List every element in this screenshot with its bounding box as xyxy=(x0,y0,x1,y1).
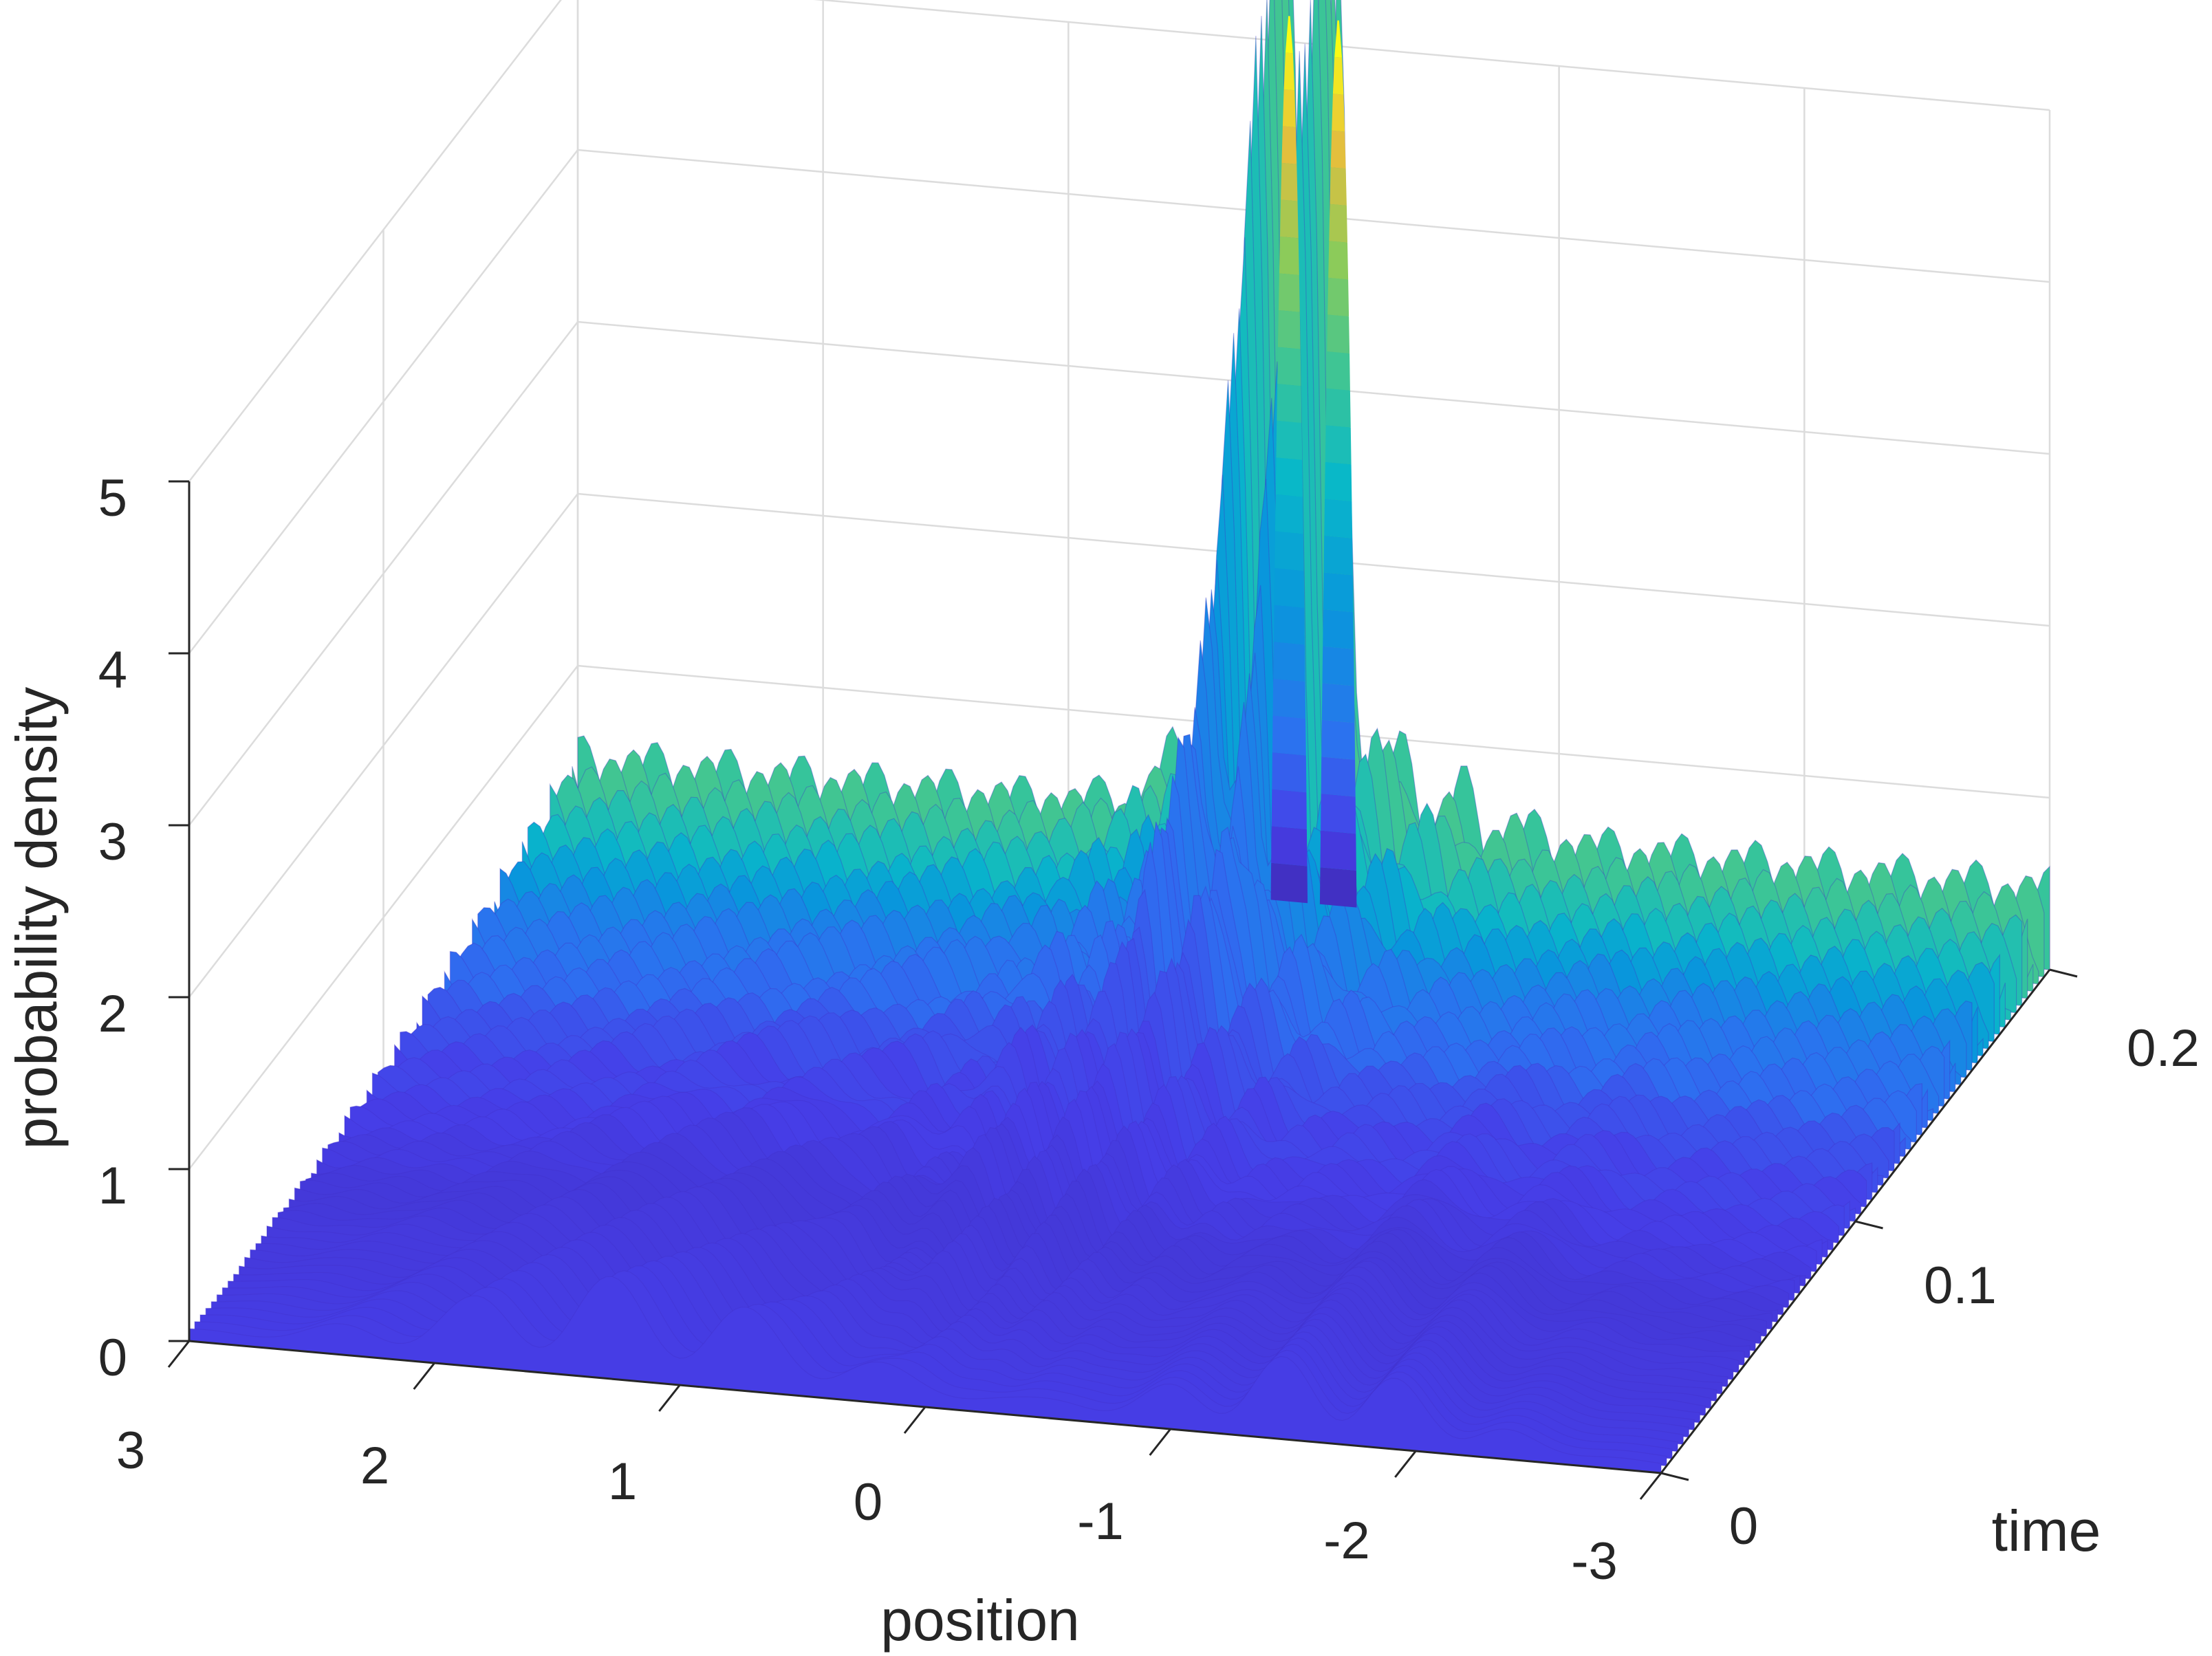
peak-segment xyxy=(1274,568,1305,608)
peak-segment xyxy=(1327,314,1350,353)
z-tick-label: 3 xyxy=(98,813,127,871)
peak-segment xyxy=(1285,16,1293,54)
y-tick-labels: 0 0.1 0.2 xyxy=(1729,1019,2200,1556)
peak-segment xyxy=(1271,826,1308,867)
peak-segment xyxy=(1272,678,1306,719)
peak-segment xyxy=(1277,310,1301,349)
axes-layer xyxy=(167,480,2078,1500)
peak-segment xyxy=(1323,609,1354,649)
z-axis-title: probability density xyxy=(4,687,69,1149)
side-wall-gridline xyxy=(188,0,562,482)
peak-segment xyxy=(1321,756,1356,797)
peak-segment xyxy=(1321,683,1355,723)
x-tick-label: 1 xyxy=(608,1452,637,1511)
side-wall-gridline xyxy=(188,493,578,998)
peak-segment xyxy=(1321,719,1356,760)
peak-segment xyxy=(1329,204,1347,243)
peak-segment xyxy=(1330,130,1346,169)
peak-segment xyxy=(1275,457,1303,497)
peak-segment xyxy=(1332,94,1345,132)
y-axis-title: time xyxy=(1992,1499,2101,1563)
peak-segment xyxy=(1271,789,1307,829)
peak-segment xyxy=(1277,347,1301,386)
y-tick-mark xyxy=(1855,1220,1883,1230)
x-axis-title: position xyxy=(880,1588,1080,1653)
peak-segment xyxy=(1270,862,1308,904)
x-tick-label: -1 xyxy=(1077,1492,1124,1551)
x-tick-mark xyxy=(167,1340,191,1368)
peak-segment xyxy=(1327,277,1349,317)
y-tick-label: 0.2 xyxy=(2127,1019,2200,1078)
side-wall-gridline xyxy=(188,149,578,654)
z-tick-label: 5 xyxy=(98,469,127,527)
peak-segment xyxy=(1326,351,1350,391)
z-tick-labels: 0 1 2 3 4 5 xyxy=(98,469,127,1387)
peak-segment xyxy=(1273,604,1305,645)
peak-segment xyxy=(1279,237,1299,276)
x-tick-mark xyxy=(1149,1428,1171,1456)
peak-segment xyxy=(1278,273,1300,312)
peak-segment xyxy=(1321,794,1356,834)
peak-segment xyxy=(1277,384,1302,423)
y-tick-label: 0.1 xyxy=(1924,1256,1997,1315)
peak-segment xyxy=(1324,499,1353,538)
z-tick-label: 0 xyxy=(98,1329,127,1387)
surface-layer xyxy=(188,0,2050,1474)
peak-segment xyxy=(1319,867,1357,908)
peak-segment xyxy=(1325,461,1352,501)
peak-segment xyxy=(1322,646,1354,686)
x-tick-label: -3 xyxy=(1571,1532,1618,1591)
x-tick-mark xyxy=(1394,1450,1417,1478)
side-wall-gridline xyxy=(188,665,578,1170)
peak-segment xyxy=(1273,642,1305,682)
x-tick-mark xyxy=(413,1362,435,1390)
y-tick-mark xyxy=(2049,968,2078,978)
peak-segment xyxy=(1328,241,1349,280)
x-tick-label: -2 xyxy=(1323,1512,1370,1570)
peak-segment xyxy=(1334,20,1343,58)
z-tick-label: 1 xyxy=(98,1157,127,1215)
peak-segment xyxy=(1320,830,1356,871)
peak-segment xyxy=(1272,752,1307,793)
side-wall-gridline xyxy=(188,321,578,826)
peak-segment xyxy=(1275,531,1304,571)
peak-segment xyxy=(1276,420,1303,460)
peak-segment xyxy=(1275,494,1303,534)
x-tick-label: 2 xyxy=(360,1437,389,1495)
x-tick-label: 0 xyxy=(854,1473,882,1532)
peak-segment xyxy=(1332,56,1344,95)
peak-segment xyxy=(1280,199,1299,239)
peak-segment xyxy=(1283,52,1295,91)
peak-segment xyxy=(1323,535,1353,576)
peak-segment xyxy=(1281,162,1298,201)
z-tick-label: 2 xyxy=(98,985,127,1043)
peak-segment xyxy=(1281,126,1297,164)
y-tick-mark xyxy=(1660,1472,1689,1481)
peak-segment xyxy=(1325,425,1352,465)
y-tick-label: 0 xyxy=(1729,1497,1758,1556)
peak-segment xyxy=(1272,715,1306,756)
z-tick-label: 4 xyxy=(98,641,127,699)
x-tick-mark xyxy=(1639,1472,1662,1500)
peak-segment xyxy=(1323,572,1354,612)
x-tick-mark xyxy=(903,1406,926,1434)
x-tick-labels: 3 2 1 0 -1 -2 -3 xyxy=(116,1421,1618,1591)
x-tick-label: 3 xyxy=(116,1421,145,1480)
peak-segment xyxy=(1330,167,1347,206)
peak-segment xyxy=(1282,89,1296,128)
surface-ribbon xyxy=(188,1276,1662,1474)
peak-segment xyxy=(1325,388,1351,428)
x-tick-mark xyxy=(658,1384,681,1412)
